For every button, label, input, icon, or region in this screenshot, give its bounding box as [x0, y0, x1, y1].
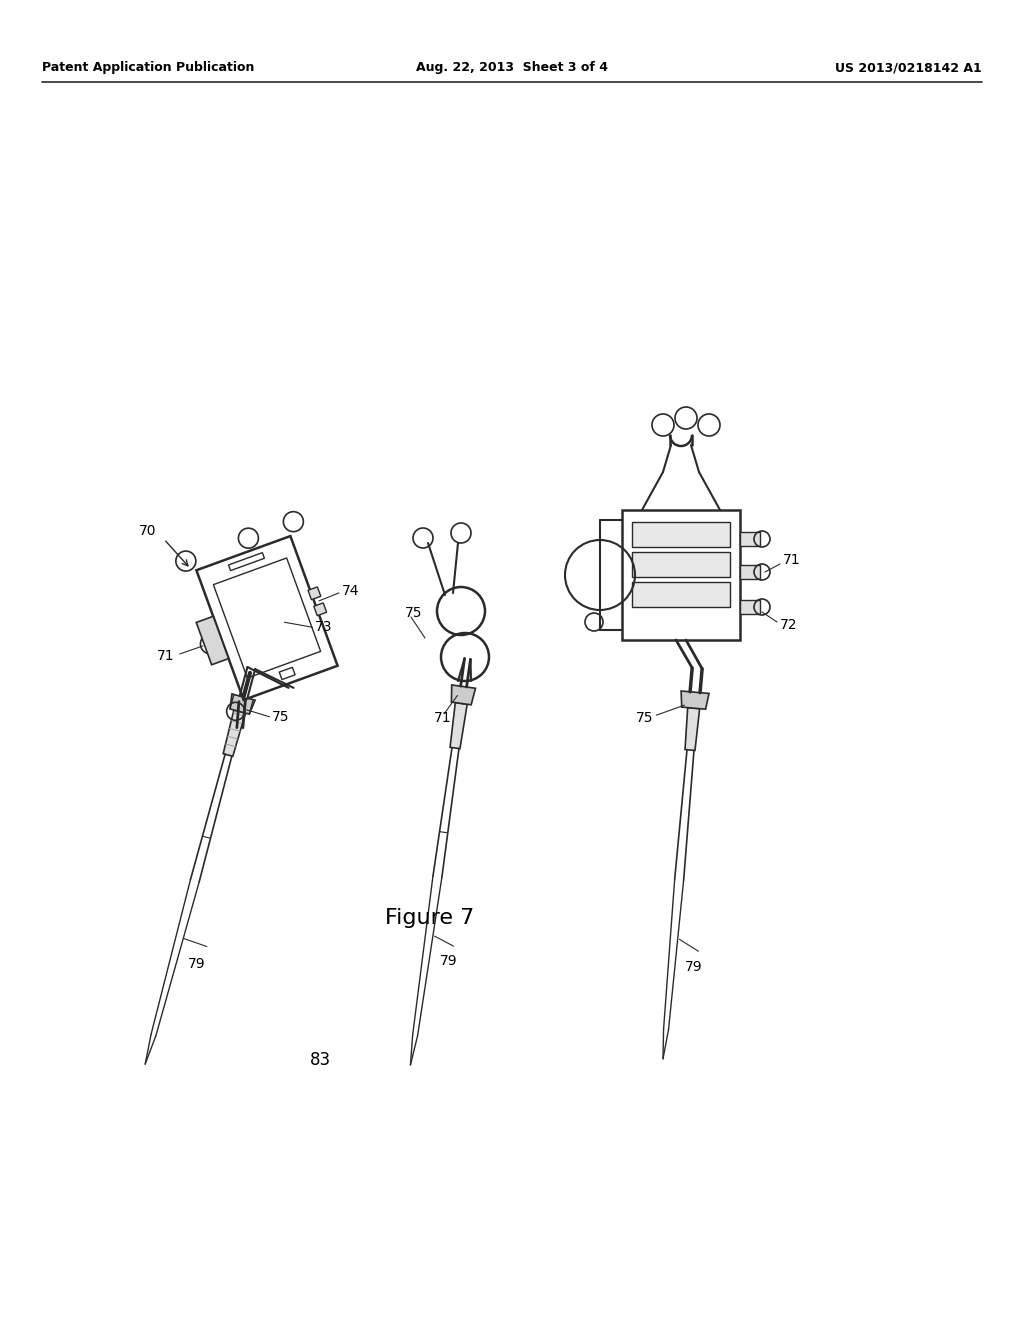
Text: US 2013/0218142 A1: US 2013/0218142 A1 — [836, 62, 982, 74]
Text: 75: 75 — [406, 606, 423, 620]
Polygon shape — [681, 690, 709, 709]
Text: 79: 79 — [685, 960, 702, 974]
Bar — [632, 582, 730, 607]
Polygon shape — [223, 710, 246, 756]
Polygon shape — [230, 694, 255, 714]
Bar — [740, 532, 760, 546]
Bar — [632, 552, 730, 577]
Polygon shape — [197, 536, 338, 700]
Text: 71: 71 — [783, 553, 801, 568]
Text: 72: 72 — [780, 618, 798, 632]
Text: 74: 74 — [342, 583, 359, 598]
Text: 79: 79 — [439, 954, 458, 968]
Bar — [740, 565, 760, 579]
Text: 73: 73 — [314, 620, 332, 635]
Text: 75: 75 — [636, 711, 653, 725]
Polygon shape — [452, 685, 475, 705]
Polygon shape — [197, 616, 228, 665]
Polygon shape — [308, 587, 321, 599]
Bar — [740, 601, 760, 614]
Bar — [632, 521, 730, 546]
Bar — [622, 510, 740, 640]
Text: 70: 70 — [139, 524, 157, 539]
Polygon shape — [685, 708, 699, 751]
Text: 75: 75 — [271, 710, 289, 723]
Text: 79: 79 — [188, 957, 206, 970]
Text: 83: 83 — [309, 1051, 331, 1069]
Polygon shape — [313, 603, 327, 615]
Text: 71: 71 — [158, 649, 175, 663]
Text: Figure 7: Figure 7 — [385, 908, 475, 928]
Polygon shape — [213, 558, 321, 678]
Polygon shape — [280, 668, 295, 680]
Text: Patent Application Publication: Patent Application Publication — [42, 62, 254, 74]
Text: 71: 71 — [433, 710, 452, 725]
Text: Aug. 22, 2013  Sheet 3 of 4: Aug. 22, 2013 Sheet 3 of 4 — [416, 62, 608, 74]
Polygon shape — [451, 702, 467, 748]
Polygon shape — [228, 553, 264, 570]
